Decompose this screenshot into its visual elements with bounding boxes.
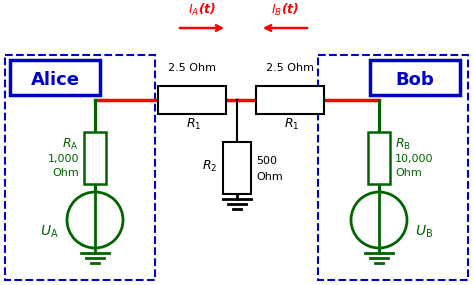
Bar [318, 55, 468, 280]
Text: $R_\mathrm{A}$: $R_\mathrm{A}$ [63, 137, 79, 152]
Text: $R_1$: $R_1$ [284, 117, 300, 132]
Bar [368, 132, 390, 184]
Bar [84, 132, 106, 184]
Text: 2.5 Ohm: 2.5 Ohm [168, 63, 216, 73]
Text: $I_B$(t): $I_B$(t) [271, 2, 299, 18]
Text: $U_\mathrm{B}$: $U_\mathrm{B}$ [415, 224, 433, 240]
Text: $R_1$: $R_1$ [186, 117, 202, 132]
Text: Ohm: Ohm [52, 168, 79, 178]
Circle shape [67, 192, 123, 248]
Text: Ohm: Ohm [256, 172, 283, 182]
Bar [5, 55, 155, 280]
Text: Alice: Alice [30, 71, 80, 89]
Text: 10,000: 10,000 [395, 154, 434, 164]
Bar [370, 60, 460, 95]
Circle shape [351, 192, 407, 248]
Text: $I_A$(t): $I_A$(t) [188, 2, 216, 18]
Bar [223, 142, 251, 194]
Bar [256, 86, 324, 114]
Text: $R_2$: $R_2$ [202, 158, 217, 174]
Text: Ohm: Ohm [395, 168, 422, 178]
Text: 2.5 Ohm: 2.5 Ohm [266, 63, 314, 73]
Bar [10, 60, 100, 95]
Text: $U_\mathrm{A}$: $U_\mathrm{A}$ [40, 224, 59, 240]
Text: $R_\mathrm{B}$: $R_\mathrm{B}$ [395, 137, 411, 152]
Text: 1,000: 1,000 [47, 154, 79, 164]
Bar [158, 86, 226, 114]
Text: 500: 500 [256, 156, 277, 166]
Text: Bob: Bob [396, 71, 434, 89]
